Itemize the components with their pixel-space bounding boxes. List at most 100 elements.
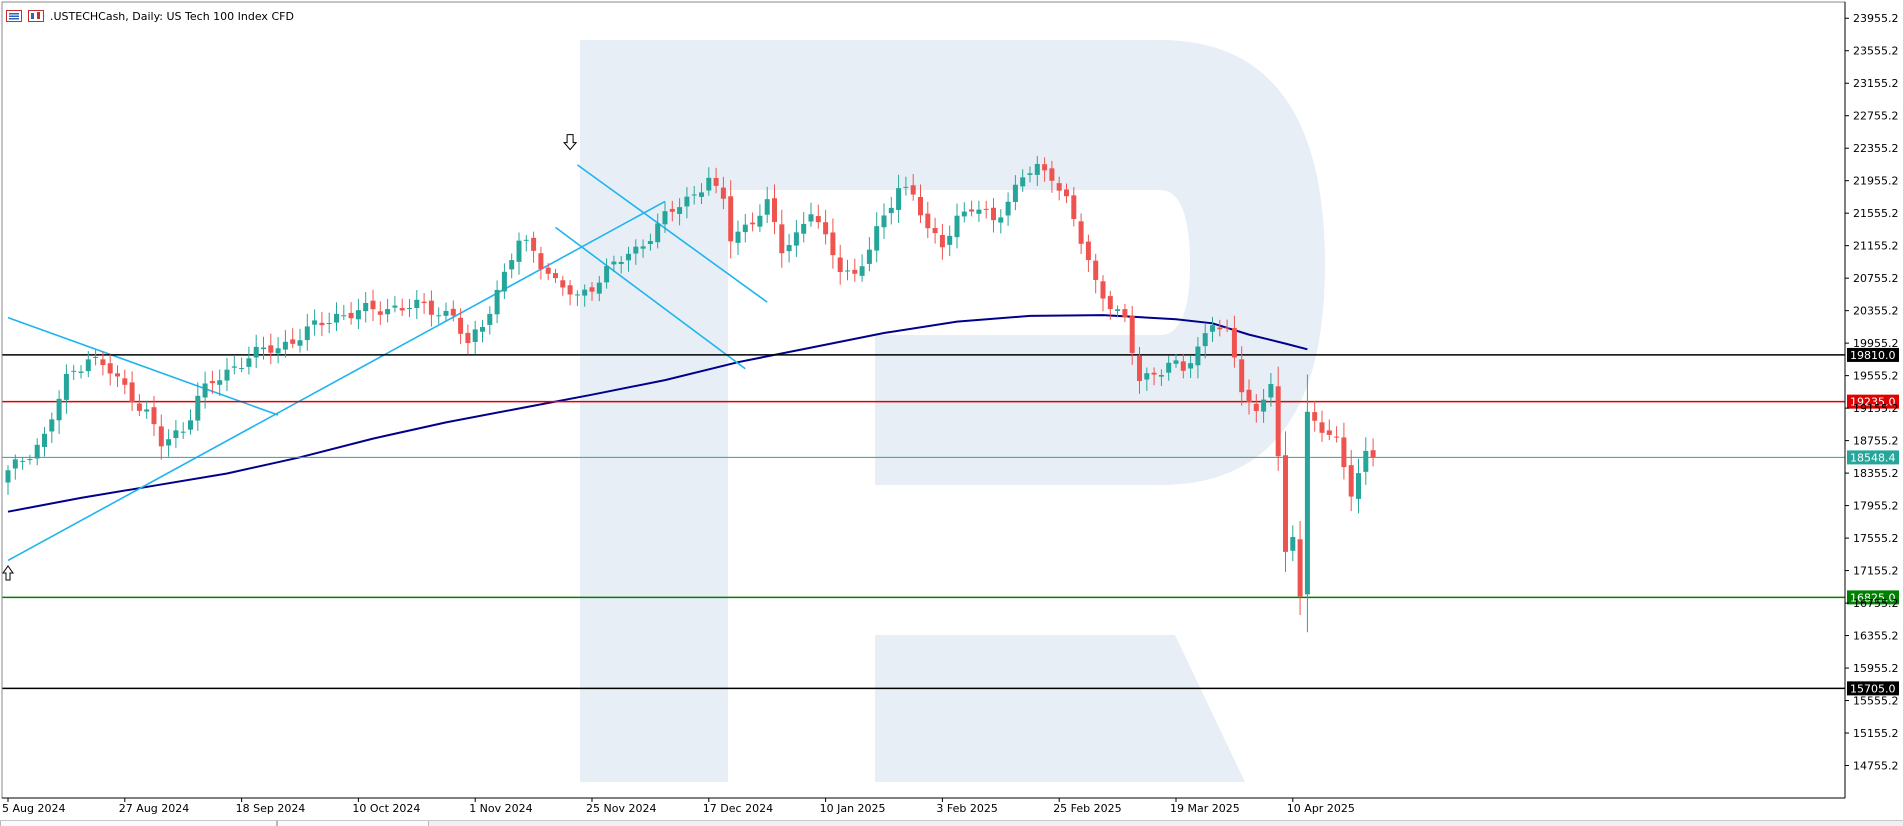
- bear-candle: [421, 293, 427, 314]
- candle-body: [224, 369, 230, 381]
- ma-line: [7, 314, 1308, 513]
- bear-candle: [1151, 367, 1157, 386]
- bull-candle: [480, 319, 485, 343]
- candle-body: [1312, 412, 1318, 421]
- candles-icon[interactable]: [28, 10, 44, 22]
- y-tick-label: 16755.2: [1853, 597, 1899, 610]
- bull-candle: [304, 313, 310, 351]
- bull-candle: [757, 204, 763, 233]
- watermark-leg: [875, 635, 1245, 782]
- list-icon[interactable]: [6, 10, 22, 22]
- bull-candle: [56, 390, 62, 435]
- x-tick-label: 25 Nov 2024: [586, 802, 656, 815]
- bear-candle: [465, 324, 471, 355]
- y-tick-label: 15555.2: [1853, 695, 1899, 708]
- bear-candle: [1370, 438, 1376, 467]
- candle-body: [1319, 422, 1325, 433]
- candle-body: [202, 383, 208, 398]
- bull-candle: [881, 203, 887, 239]
- candle-body: [1348, 465, 1354, 497]
- bull-candle: [188, 409, 193, 435]
- candle-body: [1100, 281, 1106, 299]
- candle-body: [1268, 384, 1274, 398]
- bull-candle: [231, 355, 237, 375]
- bull-candle: [1356, 458, 1361, 514]
- bear-candle: [1085, 234, 1091, 272]
- level-label-bg: [1847, 450, 1899, 465]
- candle-body: [1173, 360, 1179, 364]
- candle-body: [910, 185, 916, 195]
- bear-candle: [538, 246, 544, 280]
- bear-candle: [1217, 319, 1223, 337]
- bull-candle: [662, 201, 668, 233]
- candle-body: [582, 289, 588, 296]
- bear-candle: [837, 244, 843, 285]
- bull-candle: [845, 259, 850, 281]
- bear-candle: [1064, 183, 1069, 204]
- candle-body: [166, 439, 172, 446]
- bear-candle: [1334, 426, 1340, 443]
- bull-candle: [385, 298, 391, 323]
- bull-candle: [144, 400, 150, 419]
- bear-candle: [129, 371, 135, 411]
- bull-candle: [217, 369, 223, 396]
- candle-body: [494, 289, 500, 315]
- candle-body: [954, 215, 960, 238]
- candle-body: [779, 224, 785, 254]
- bear-candle: [932, 217, 938, 244]
- candle-body: [677, 207, 683, 214]
- bull-candle: [1210, 316, 1215, 342]
- candle-body: [319, 322, 325, 326]
- y-tick-label: 22755.2: [1853, 110, 1899, 123]
- x-tick-label: 25 Feb 2025: [1053, 802, 1121, 815]
- bull-candle: [604, 258, 610, 289]
- bull-candle: [976, 200, 982, 222]
- bear-candle: [567, 280, 573, 306]
- candle-body: [268, 345, 274, 353]
- bull-candle: [1027, 166, 1033, 183]
- bear-candle: [370, 289, 376, 322]
- bull-candle: [1304, 374, 1310, 633]
- candle-body: [852, 269, 858, 274]
- candle-body: [363, 302, 369, 312]
- y-tick-label: 19155.2: [1853, 402, 1899, 415]
- y-tick-label: 23155.2: [1853, 77, 1899, 90]
- candle-body: [421, 301, 427, 304]
- bull-candle: [1188, 355, 1194, 379]
- candle-body: [428, 300, 434, 315]
- tab-1[interactable]: [0, 821, 277, 826]
- candle-body: [5, 470, 11, 483]
- bear-candle: [107, 354, 113, 386]
- candle-body: [1158, 375, 1164, 377]
- tab-2[interactable]: [277, 821, 429, 826]
- candle-body: [647, 241, 653, 245]
- bull-candle: [582, 284, 588, 307]
- candle-body: [560, 280, 566, 288]
- candle-body: [735, 231, 741, 243]
- bear-candle: [1224, 319, 1230, 333]
- candle-body: [720, 187, 726, 199]
- y-tick-label: 19555.2: [1853, 370, 1899, 383]
- candle-body: [209, 381, 215, 384]
- candle-body: [961, 211, 967, 217]
- candle-body: [195, 395, 201, 421]
- bear-candle: [1078, 213, 1084, 255]
- trendline: [7, 316, 279, 416]
- bull-candle: [859, 254, 865, 282]
- candle-body: [370, 300, 376, 310]
- candle-body: [1334, 436, 1340, 438]
- chart-header: .USTECHCash, Daily: US Tech 100 Index CF…: [6, 8, 294, 24]
- candle-body: [1005, 201, 1011, 216]
- candle-body: [436, 315, 442, 317]
- candle-body: [443, 310, 449, 316]
- candle-body: [808, 214, 814, 222]
- candle-body: [480, 326, 485, 332]
- bear-candle: [399, 298, 405, 317]
- candle-body: [458, 317, 464, 334]
- candle-body: [845, 270, 850, 272]
- candle-body: [1137, 355, 1142, 382]
- candle-body: [450, 308, 456, 316]
- candle-body: [1246, 389, 1252, 403]
- bull-candle: [180, 422, 186, 439]
